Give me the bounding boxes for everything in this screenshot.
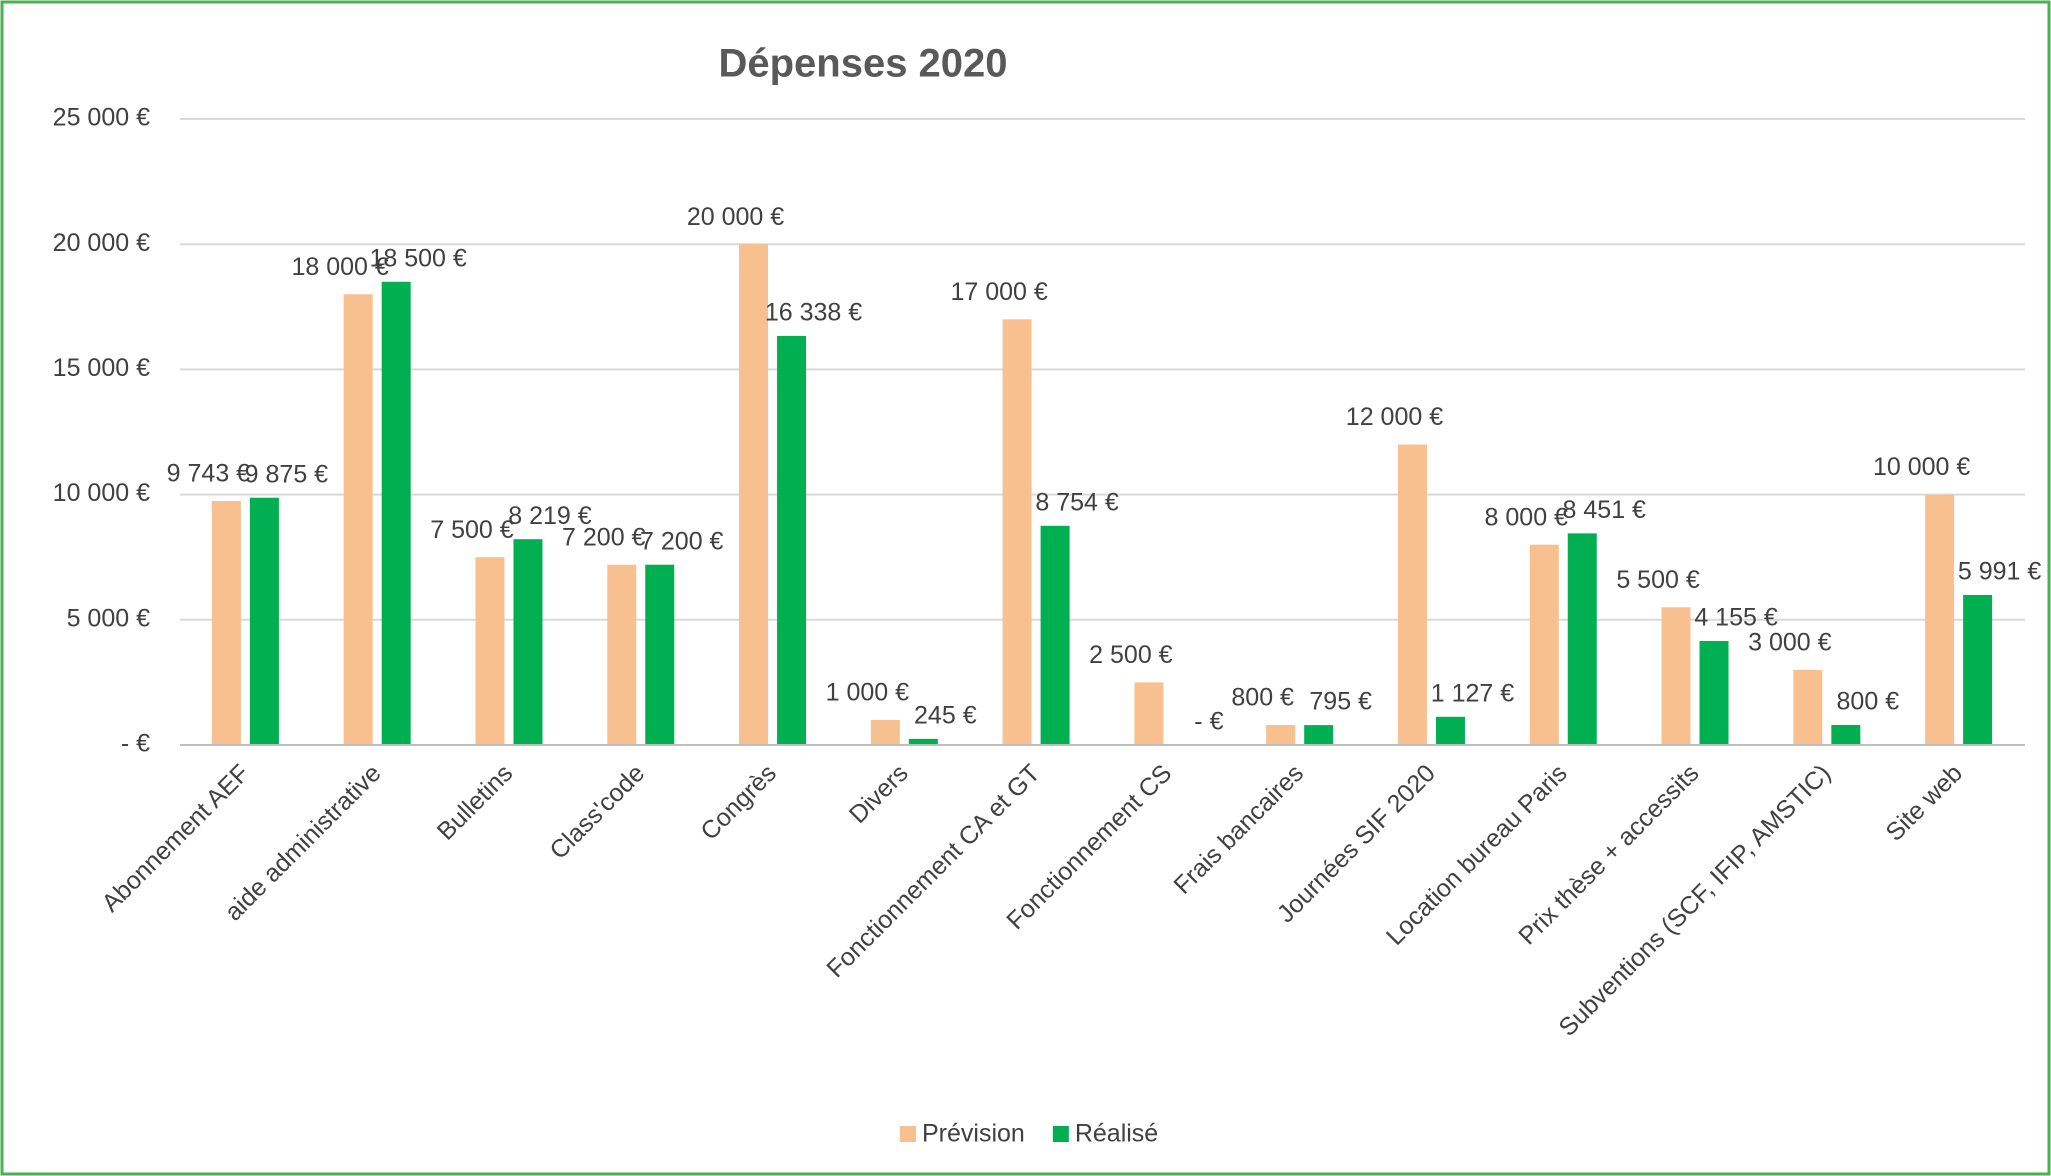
bar	[1567, 533, 1597, 745]
data-label: 1 127 €	[1431, 679, 1515, 707]
bar	[1304, 725, 1334, 745]
bar	[1435, 716, 1465, 745]
bar	[1002, 319, 1032, 745]
bar	[739, 244, 769, 745]
bar	[1040, 525, 1070, 745]
bar	[1793, 669, 1823, 745]
data-label: 8 000 €	[1485, 503, 1569, 531]
data-label: 7 500 €	[430, 516, 514, 544]
bar	[1266, 724, 1296, 745]
y-tick-label: 10 000 €	[53, 479, 150, 507]
y-tick-label: - €	[121, 730, 150, 758]
data-label: 12 000 €	[1346, 403, 1443, 431]
bar	[343, 294, 373, 745]
data-label: 8 219 €	[508, 502, 592, 530]
bar	[249, 497, 279, 745]
bar	[1925, 494, 1955, 745]
data-label: 795 €	[1309, 688, 1372, 716]
bar	[870, 719, 900, 745]
bar	[475, 557, 505, 745]
data-label: 10 000 €	[1873, 453, 1970, 481]
bar	[211, 501, 241, 745]
bar	[607, 564, 637, 745]
data-label: 2 500 €	[1089, 641, 1173, 669]
legend-swatch	[900, 1126, 916, 1142]
bar	[1397, 444, 1427, 745]
data-label: 3 000 €	[1748, 628, 1832, 656]
y-tick-label: 5 000 €	[67, 604, 151, 632]
bar	[908, 738, 938, 745]
bar	[1831, 724, 1861, 745]
data-label: 16 338 €	[765, 299, 862, 327]
legend-swatch	[1052, 1126, 1069, 1142]
y-tick-label: 25 000 €	[53, 104, 150, 132]
bar	[381, 281, 411, 745]
data-label: 7 200 €	[562, 523, 646, 551]
data-label: 1 000 €	[826, 679, 910, 707]
data-label: 9 875 €	[245, 460, 329, 488]
data-label: 5 991 €	[1958, 558, 2042, 586]
data-label: 800 €	[1837, 688, 1900, 716]
bar	[513, 539, 543, 745]
bar	[1134, 682, 1164, 745]
data-label: 245 €	[914, 701, 977, 729]
bar	[1963, 594, 1993, 745]
data-label: 17 000 €	[950, 278, 1047, 306]
bar	[645, 564, 675, 745]
data-label: 20 000 €	[687, 203, 784, 231]
data-label: 800 €	[1231, 684, 1294, 712]
data-label: 8 451 €	[1563, 496, 1647, 524]
y-tick-label: 20 000 €	[53, 229, 150, 257]
data-label: 5 500 €	[1616, 566, 1700, 594]
bar	[1529, 544, 1559, 745]
data-label: - €	[1194, 708, 1223, 736]
bar	[1661, 607, 1691, 745]
bar	[777, 335, 807, 745]
bar	[1699, 640, 1729, 745]
data-label: 18 000 €	[292, 253, 389, 281]
data-label: 8 754 €	[1035, 488, 1119, 516]
legend-label: Réalisé	[1075, 1120, 1158, 1148]
y-tick-label: 15 000 €	[53, 354, 150, 382]
legend-label: Prévision	[922, 1120, 1025, 1148]
data-label: 9 743 €	[167, 460, 251, 488]
data-label: 18 500 €	[370, 244, 467, 272]
data-label: 4 155 €	[1694, 604, 1778, 632]
chart-title: Dépenses 2020	[718, 42, 1007, 86]
data-label: 7 200 €	[640, 527, 724, 555]
